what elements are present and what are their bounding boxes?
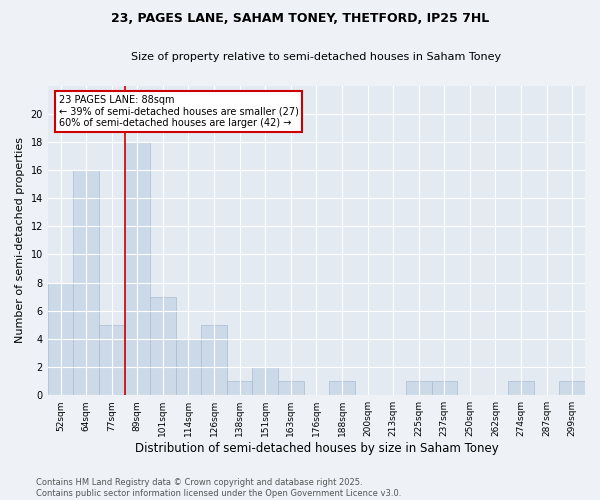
Bar — [201, 325, 227, 395]
Bar — [559, 381, 585, 395]
Bar — [329, 381, 355, 395]
Bar — [125, 142, 150, 395]
Bar — [150, 296, 176, 395]
Bar — [48, 282, 73, 395]
Y-axis label: Number of semi-detached properties: Number of semi-detached properties — [15, 138, 25, 344]
Bar — [227, 381, 253, 395]
Title: Size of property relative to semi-detached houses in Saham Toney: Size of property relative to semi-detach… — [131, 52, 502, 62]
Bar — [278, 381, 304, 395]
Bar — [431, 381, 457, 395]
X-axis label: Distribution of semi-detached houses by size in Saham Toney: Distribution of semi-detached houses by … — [134, 442, 498, 455]
Text: 23, PAGES LANE, SAHAM TONEY, THETFORD, IP25 7HL: 23, PAGES LANE, SAHAM TONEY, THETFORD, I… — [111, 12, 489, 26]
Text: 23 PAGES LANE: 88sqm
← 39% of semi-detached houses are smaller (27)
60% of semi-: 23 PAGES LANE: 88sqm ← 39% of semi-detac… — [59, 95, 298, 128]
Bar — [508, 381, 534, 395]
Bar — [406, 381, 431, 395]
Bar — [99, 325, 125, 395]
Text: Contains HM Land Registry data © Crown copyright and database right 2025.
Contai: Contains HM Land Registry data © Crown c… — [36, 478, 401, 498]
Bar — [73, 170, 99, 395]
Bar — [176, 339, 201, 395]
Bar — [253, 367, 278, 395]
